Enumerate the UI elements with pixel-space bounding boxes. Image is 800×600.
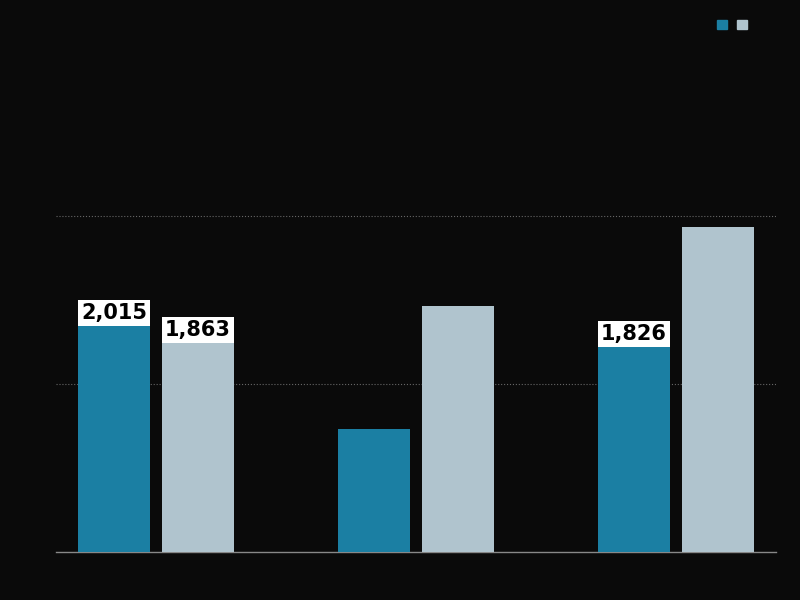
Bar xyxy=(162,343,234,552)
Text: 1,863: 1,863 xyxy=(165,320,231,340)
Bar xyxy=(338,429,410,552)
Bar xyxy=(682,227,754,552)
Bar xyxy=(422,305,494,552)
Text: 1,826: 1,826 xyxy=(601,324,667,344)
Bar xyxy=(78,326,150,552)
Text: 2,015: 2,015 xyxy=(81,303,147,323)
Bar xyxy=(598,347,670,552)
Legend: , : , xyxy=(712,14,755,37)
